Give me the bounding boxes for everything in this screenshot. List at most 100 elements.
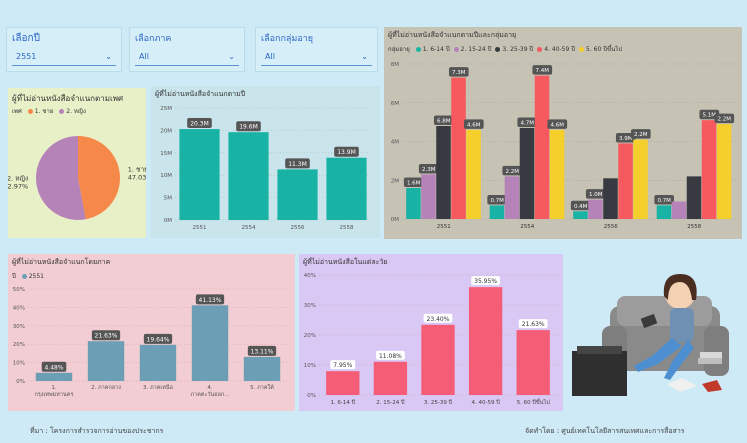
legend-dot	[415, 47, 421, 52]
y-tick-label: 25M	[160, 106, 172, 112]
region-bar	[243, 356, 281, 381]
y-tick-label: 2M	[391, 178, 399, 184]
year-bar	[277, 169, 318, 220]
year-bar-chart: 0M 5M 10M 15M 20M 25M 20.3M 2551 19.6M 2554 11.3M 2…	[160, 106, 371, 231]
x-tick-label: 2558	[687, 224, 701, 230]
age-bar	[466, 129, 481, 219]
age-bar-value-label-bg	[532, 65, 553, 75]
y-tick-label: 4M	[391, 140, 399, 146]
region-bar-chart: 0% 10% 20% 30% 40% 50% 4.48% 1.กรุงเทพมหานคร 21.…	[13, 287, 288, 398]
age-bar	[406, 188, 421, 219]
age-bar	[549, 129, 565, 219]
agegroup-bar	[373, 361, 408, 395]
agegroup-bar-value-label: 35.95%	[474, 278, 497, 285]
region-bar-value-label-bg	[91, 330, 121, 341]
age-bar	[519, 127, 535, 219]
agegroup-bar-value-label: 23.40%	[427, 316, 450, 323]
agegroup-label-bg	[330, 360, 356, 370]
region-bar-value-label: 19.64%	[147, 336, 170, 343]
pie-slice	[36, 136, 86, 220]
y-tick-label: 30%	[13, 324, 25, 330]
legend-dot	[453, 47, 459, 52]
age-bar-value-label-bg	[487, 194, 508, 205]
region-bar-value-label: 13.11%	[251, 348, 274, 355]
x-tick-label: 3. 25-39 ปี	[424, 399, 453, 406]
x-tick-label: 1.	[51, 385, 56, 391]
age-bar-value-label-bg	[615, 132, 636, 143]
year-bar-value-label: 11.3M	[288, 161, 307, 168]
y-tick-label: 20%	[304, 333, 316, 339]
region-bar-value-label-bg	[247, 345, 277, 356]
year-slicer-dropdown[interactable]: 2551 ⌄	[12, 49, 116, 66]
agegroup-bar-value-label: 11.08%	[379, 353, 402, 360]
age-bar-value-label: 0.4M	[574, 204, 588, 210]
y-tick-label: 10%	[13, 361, 25, 367]
age-legend: กลุ่มอายุ 1. 6-14 ปี 2. 15-24 ปี 3. 25-39 …	[388, 46, 623, 53]
gender-chart-title: ผู้ที่ไม่อ่านหนังสือจำแนกตามเพศ	[12, 94, 124, 103]
x-tick-label: 1. 6-14 ปี	[330, 399, 355, 406]
region-bar	[139, 344, 177, 381]
year-bar-value-label: 13.9M	[337, 149, 356, 156]
age-bar-value-label: 2.2M	[634, 132, 648, 138]
x-tick-label: 2. ภาคกลาง	[91, 385, 121, 391]
age-bar-value-label-bg	[570, 200, 591, 211]
x-tick-label: 2554	[520, 224, 534, 230]
y-tick-label: 0M	[391, 217, 399, 223]
y-tick-label: 0M	[164, 218, 172, 224]
age-slicer[interactable]: เลือกกลุ่มอายุ All ⌄	[255, 27, 378, 72]
age-bar-value-label-bg	[433, 115, 454, 125]
chevron-down-icon: ⌄	[105, 52, 112, 61]
x-tick-label: 2556	[291, 225, 305, 231]
region-bar-value-label-bg	[195, 294, 225, 305]
year-bar-value-label: 19.6M	[239, 124, 258, 131]
agegroup-bar	[326, 371, 360, 395]
age-bar-value-label-bg	[630, 129, 651, 139]
region-slicer-dropdown[interactable]: All ⌄	[135, 49, 239, 66]
year-slicer[interactable]: เลือกปี 2551 ⌄	[6, 27, 122, 72]
year-bar	[179, 129, 220, 220]
legend-dot-year	[21, 274, 27, 279]
age-bar-value-label: 3.9M	[619, 136, 633, 142]
legend-label: 4. 40-59 ปี	[544, 46, 576, 53]
x-tick-label: 4. 40-59 ปี	[471, 399, 500, 406]
region-slicer[interactable]: เลือกภาค All ⌄	[129, 27, 245, 72]
age-bar-value-label-bg	[403, 177, 424, 187]
agegroup-label-bg	[376, 350, 405, 360]
age-slicer-dropdown[interactable]: All ⌄	[261, 49, 372, 66]
x-tick-label: 3. ภาคเหนือ	[143, 384, 173, 391]
age-bar-value-label: 2.2M	[505, 169, 519, 175]
age-bar-panel: ผู้ที่ไม่อ่านหนังสือจำแนกตามปีและกลุ่มอา…	[384, 27, 742, 239]
age-bar-value-label-bg	[699, 109, 720, 120]
age-chart-title: ผู้ที่ไม่อ่านหนังสือจำแนกตามปีและกลุ่มอา…	[388, 31, 517, 39]
year-bar	[326, 157, 367, 220]
footer-producer: จัดทำโดย : ศูนย์เทคโนโลยีสารสนเทศและการส…	[525, 427, 685, 435]
agegroup-label-bg	[471, 276, 500, 286]
age-bar	[633, 139, 648, 219]
age-bar-value-label: 4.6M	[467, 122, 481, 128]
age-bar	[489, 205, 505, 219]
x-tick-label: 2554	[242, 225, 256, 231]
x-tick-label: 5. 60 ปีขึ้นไป	[517, 398, 551, 406]
age-bar	[671, 201, 687, 219]
y-tick-label: 30%	[304, 303, 316, 309]
agegroup-bar-panel: ผู้ที่ไม่อ่านหนังสือในแต่ละวัย 0% 10% 20% 3…	[299, 254, 563, 411]
legend-dot-female	[59, 109, 65, 114]
legend-label: 1. 6-14 ปี	[422, 46, 450, 53]
region-bar-panel: ผู้ที่ไม่อ่านหนังสือจำแนกโดยภาค ปี 2551 …	[8, 254, 295, 411]
age-bar	[701, 120, 717, 219]
year-bar	[228, 132, 269, 220]
x-tick-label: 5. ภาคใต้	[250, 384, 274, 391]
x-tick-label-line2: ภาคตะวันออก...	[191, 391, 230, 398]
year-bar-value-label-bg	[187, 118, 212, 129]
region-chart-title: ผู้ที่ไม่อ่านหนังสือจำแนกโดยภาค	[12, 258, 111, 266]
legend-dot-male	[27, 109, 33, 114]
legend-label: 5. 60 ปีขึ้นไป	[586, 46, 623, 53]
legend-label: 2. 15-24 ปี	[460, 46, 492, 53]
age-bar-value-label-bg	[448, 67, 469, 77]
age-bar-value-label: 5.1M	[703, 113, 717, 119]
age-group-bar-chart: 0M 2M 4M 6M 8M 1.6M 2.3M 6.8M 7.3M 4.6M 2551 0.7M 2.…	[391, 62, 736, 230]
age-bar-value-label-bg	[714, 113, 735, 124]
age-bar-value-label: 7.4M	[536, 68, 550, 74]
agegroup-bar-value-label: 21.63%	[522, 321, 545, 328]
